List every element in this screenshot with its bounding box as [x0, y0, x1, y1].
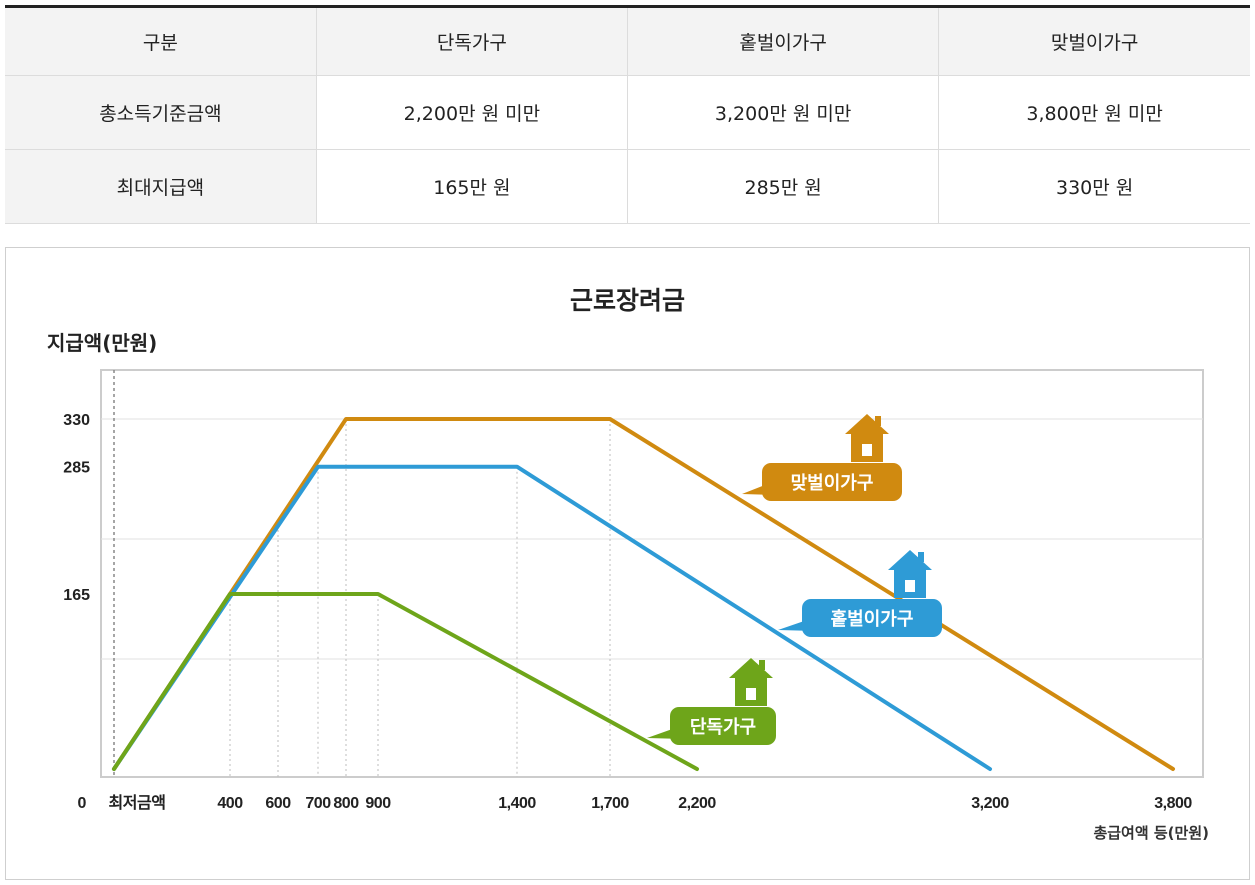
criteria-table: 구분 단독가구 홑벌이가구 맞벌이가구 총소득기준금액 2,200만 원 미만 … — [5, 5, 1250, 224]
table-header-row: 구분 단독가구 홑벌이가구 맞벌이가구 — [5, 6, 1250, 76]
series-label: 홑벌이가구 — [831, 608, 914, 630]
callout-box — [802, 599, 942, 637]
header-dual-earner: 맞벌이가구 — [938, 6, 1250, 76]
y-tick-label: 285 — [63, 460, 90, 477]
row-label-income: 총소득기준금액 — [5, 75, 317, 150]
x-tick-label: 1,400 — [498, 795, 536, 812]
table-cell: 3,200만 원 미만 — [627, 75, 940, 150]
x-tick-label: 최저금액 — [109, 793, 166, 812]
table-row: 총소득기준금액 2,200만 원 미만 3,200만 원 미만 3,800만 원… — [5, 75, 1250, 150]
x-tick-label: 900 — [365, 795, 391, 812]
x-tick-label: 3,800 — [1154, 795, 1192, 812]
table-row: 최대지급액 165만 원 285만 원 330만 원 — [5, 149, 1250, 224]
y-tick-label: 330 — [63, 412, 90, 429]
house-chimney — [918, 552, 924, 562]
y-tick-label: 165 — [63, 587, 90, 604]
callout-box — [670, 707, 776, 745]
row-label-max: 최대지급액 — [5, 149, 317, 224]
chart-container — [5, 247, 1250, 880]
x-tick-label: 2,200 — [678, 795, 716, 812]
x-tick-label: 600 — [265, 795, 291, 812]
series-line-0 — [112, 592, 699, 771]
table-cell: 3,800만 원 미만 — [938, 75, 1250, 150]
x-tick-label: 700 — [305, 795, 331, 812]
table-cell: 330만 원 — [938, 149, 1250, 224]
chart-title: 근로장려금 — [569, 286, 685, 315]
header-category: 구분 — [5, 6, 317, 76]
house-chimney — [875, 416, 881, 426]
x-tick-label: 3,200 — [971, 795, 1009, 812]
house-window — [746, 688, 756, 700]
y-axis-label: 지급액(만원) — [47, 331, 158, 355]
house-chimney — [759, 660, 765, 670]
table-cell: 285만 원 — [627, 149, 940, 224]
series-label: 맞벌이가구 — [791, 473, 874, 494]
house-window — [862, 444, 872, 456]
house-window — [905, 580, 915, 592]
header-single-earner: 홑벌이가구 — [627, 6, 940, 76]
table-cell: 2,200만 원 미만 — [316, 75, 629, 150]
x-tick-label: 400 — [217, 795, 243, 812]
table-cell: 165만 원 — [316, 149, 629, 224]
series-label: 단독가구 — [690, 717, 756, 738]
callout-box — [762, 463, 902, 501]
x-axis-label: 총급여액 등(만원) — [1093, 824, 1209, 842]
header-single: 단독가구 — [316, 6, 629, 76]
x-tick-label: 1,700 — [591, 795, 629, 812]
x-tick-label: 800 — [333, 795, 359, 812]
x-origin-label: 0 — [78, 795, 87, 812]
plot-frame — [100, 369, 1204, 778]
